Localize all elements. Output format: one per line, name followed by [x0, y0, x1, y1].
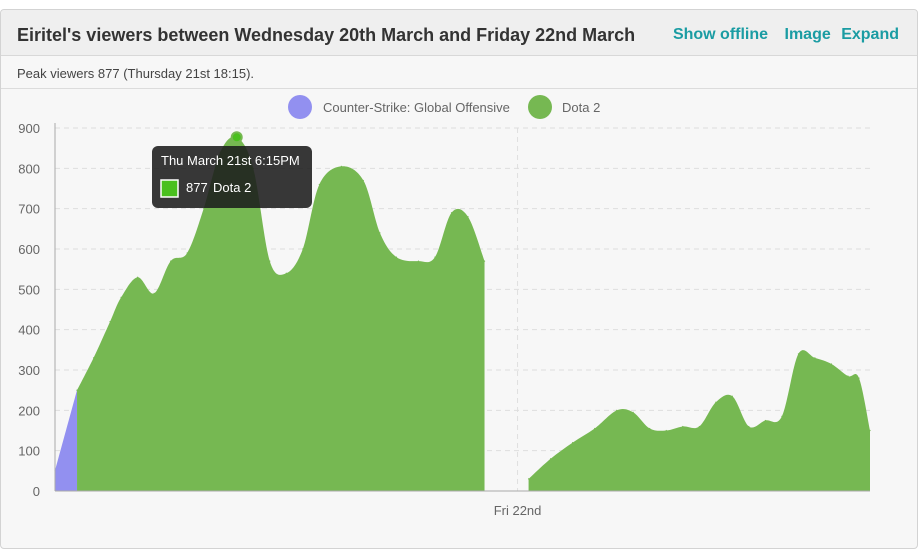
- y-tick-300: 300: [18, 363, 40, 378]
- x-tick-label: Fri 22nd: [494, 503, 542, 518]
- point-1-0-23[interactable]: [467, 216, 469, 218]
- point-1-0-2[interactable]: [109, 321, 111, 323]
- point-1-0-22[interactable]: [450, 212, 453, 214]
- point-1-1-15[interactable]: [797, 353, 800, 355]
- point-1-0-20[interactable]: [417, 260, 420, 262]
- tooltip-series: Dota 2: [213, 180, 251, 195]
- tooltip-swatch: [160, 179, 179, 198]
- area-1-1[interactable]: [528, 350, 870, 491]
- point-1-1-9[interactable]: [698, 425, 700, 428]
- peak-viewers-text: Peak viewers 877 (Thursday 21st 18:15).: [17, 66, 255, 81]
- area-0-0[interactable]: [55, 390, 78, 491]
- y-tick-900: 900: [18, 121, 40, 136]
- point-1-1-1[interactable]: [550, 458, 552, 460]
- point-1-0-14[interactable]: [302, 248, 304, 250]
- point-1-0-18[interactable]: [379, 232, 381, 234]
- point-1-1-16[interactable]: [814, 357, 816, 359]
- point-1-0-6[interactable]: [170, 260, 172, 262]
- point-1-1-11[interactable]: [731, 395, 733, 397]
- point-1-1-2[interactable]: [572, 442, 574, 444]
- point-1-1-13[interactable]: [764, 419, 766, 422]
- point-1-1-8[interactable]: [682, 425, 684, 428]
- tooltip-value: 877: [186, 180, 208, 195]
- tooltip-title: Thu March 21st 6:15PM: [161, 153, 300, 168]
- point-1-1-7[interactable]: [665, 429, 667, 432]
- y-tick-600: 600: [18, 242, 40, 257]
- image-link[interactable]: Image: [784, 26, 831, 43]
- y-tick-800: 800: [18, 161, 40, 176]
- point-1-0-21[interactable]: [434, 256, 436, 258]
- expand-link[interactable]: Expand: [841, 26, 899, 43]
- point-1-0-3[interactable]: [120, 296, 122, 298]
- panel-header: Eiritel's viewers between Wednesday 20th…: [1, 10, 917, 56]
- point-1-1-19[interactable]: [858, 377, 860, 379]
- point-1-0-13[interactable]: [285, 272, 287, 274]
- peak-bar: Peak viewers 877 (Thursday 21st 18:15).: [1, 56, 917, 89]
- tooltip-box: [152, 146, 312, 208]
- point-1-0-16[interactable]: [340, 165, 342, 167]
- y-tick-100: 100: [18, 444, 40, 459]
- header-actions: Show offline Image Expand: [661, 26, 899, 44]
- point-1-0-24[interactable]: [483, 260, 486, 262]
- legend-label-dota[interactable]: Dota 2: [562, 100, 600, 115]
- point-1-1-18[interactable]: [847, 375, 849, 377]
- tooltip: Thu March 21st 6:15PM 877 Dota 2: [152, 146, 312, 208]
- point-1-1-3[interactable]: [594, 427, 596, 430]
- point-1-1-20[interactable]: [869, 429, 871, 432]
- viewers-chart: 0 100 200 300 400 500 600 700 800 900 Fri 22nd Cou…: [18, 95, 871, 518]
- legend-swatch-csgo[interactable]: [288, 95, 312, 119]
- chart-title: Eiritel's viewers between Wednesday 20th…: [17, 25, 636, 45]
- point-1-0-7[interactable]: [186, 252, 188, 254]
- point-1-0-8[interactable]: [203, 208, 205, 210]
- peak-marker[interactable]: [230, 131, 243, 144]
- y-tick-0: 0: [33, 484, 40, 499]
- y-tick-500: 500: [18, 282, 40, 297]
- point-1-0-12[interactable]: [269, 260, 271, 262]
- series-areas: [54, 131, 871, 491]
- point-1-1-17[interactable]: [830, 363, 833, 365]
- point-1-0-4[interactable]: [137, 276, 139, 278]
- point-1-1-10[interactable]: [715, 401, 717, 403]
- legend-swatch-dota[interactable]: [528, 95, 552, 119]
- point-1-1-12[interactable]: [748, 425, 750, 428]
- point-1-0-19[interactable]: [395, 256, 398, 258]
- point-1-0-0[interactable]: [76, 389, 78, 391]
- point-1-1-5[interactable]: [632, 411, 634, 413]
- point-1-0-15[interactable]: [318, 183, 320, 186]
- point-1-0-17[interactable]: [362, 179, 364, 182]
- point-1-1-4[interactable]: [616, 409, 618, 411]
- show-offline-link[interactable]: Show offline: [672, 26, 769, 43]
- y-tick-700: 700: [18, 202, 40, 217]
- y-tick-400: 400: [18, 323, 40, 338]
- area-1-0[interactable]: [77, 136, 485, 491]
- legend-label-csgo[interactable]: Counter-Strike: Global Offensive: [323, 100, 510, 115]
- y-tick-200: 200: [18, 403, 40, 418]
- axes: 0 100 200 300 400 500 600 700 800 900 Fri 22nd: [18, 121, 870, 518]
- legend: Counter-Strike: Global Offensive Dota 2: [288, 95, 600, 119]
- point-1-1-0[interactable]: [527, 478, 530, 480]
- point-1-0-5[interactable]: [153, 292, 155, 294]
- point-1-1-6[interactable]: [649, 427, 651, 430]
- point-1-1-14[interactable]: [781, 415, 783, 417]
- point-1-0-1[interactable]: [92, 357, 95, 359]
